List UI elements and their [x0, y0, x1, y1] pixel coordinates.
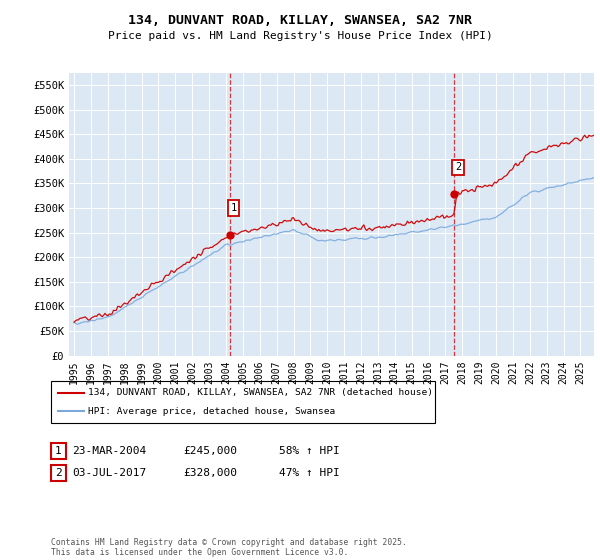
Text: £328,000: £328,000 [183, 468, 237, 478]
Text: 23-MAR-2004: 23-MAR-2004 [72, 446, 146, 456]
Text: Contains HM Land Registry data © Crown copyright and database right 2025.
This d: Contains HM Land Registry data © Crown c… [51, 538, 407, 557]
Text: HPI: Average price, detached house, Swansea: HPI: Average price, detached house, Swan… [88, 407, 335, 416]
Text: 1: 1 [230, 203, 237, 213]
Text: 134, DUNVANT ROAD, KILLAY, SWANSEA, SA2 7NR: 134, DUNVANT ROAD, KILLAY, SWANSEA, SA2 … [128, 14, 472, 27]
Text: 58% ↑ HPI: 58% ↑ HPI [279, 446, 340, 456]
Text: 2: 2 [55, 468, 62, 478]
Text: 1: 1 [55, 446, 62, 456]
Text: £245,000: £245,000 [183, 446, 237, 456]
Text: 134, DUNVANT ROAD, KILLAY, SWANSEA, SA2 7NR (detached house): 134, DUNVANT ROAD, KILLAY, SWANSEA, SA2 … [88, 388, 433, 397]
Text: 2: 2 [455, 162, 461, 172]
Text: 47% ↑ HPI: 47% ↑ HPI [279, 468, 340, 478]
Text: Price paid vs. HM Land Registry's House Price Index (HPI): Price paid vs. HM Land Registry's House … [107, 31, 493, 41]
Text: 03-JUL-2017: 03-JUL-2017 [72, 468, 146, 478]
